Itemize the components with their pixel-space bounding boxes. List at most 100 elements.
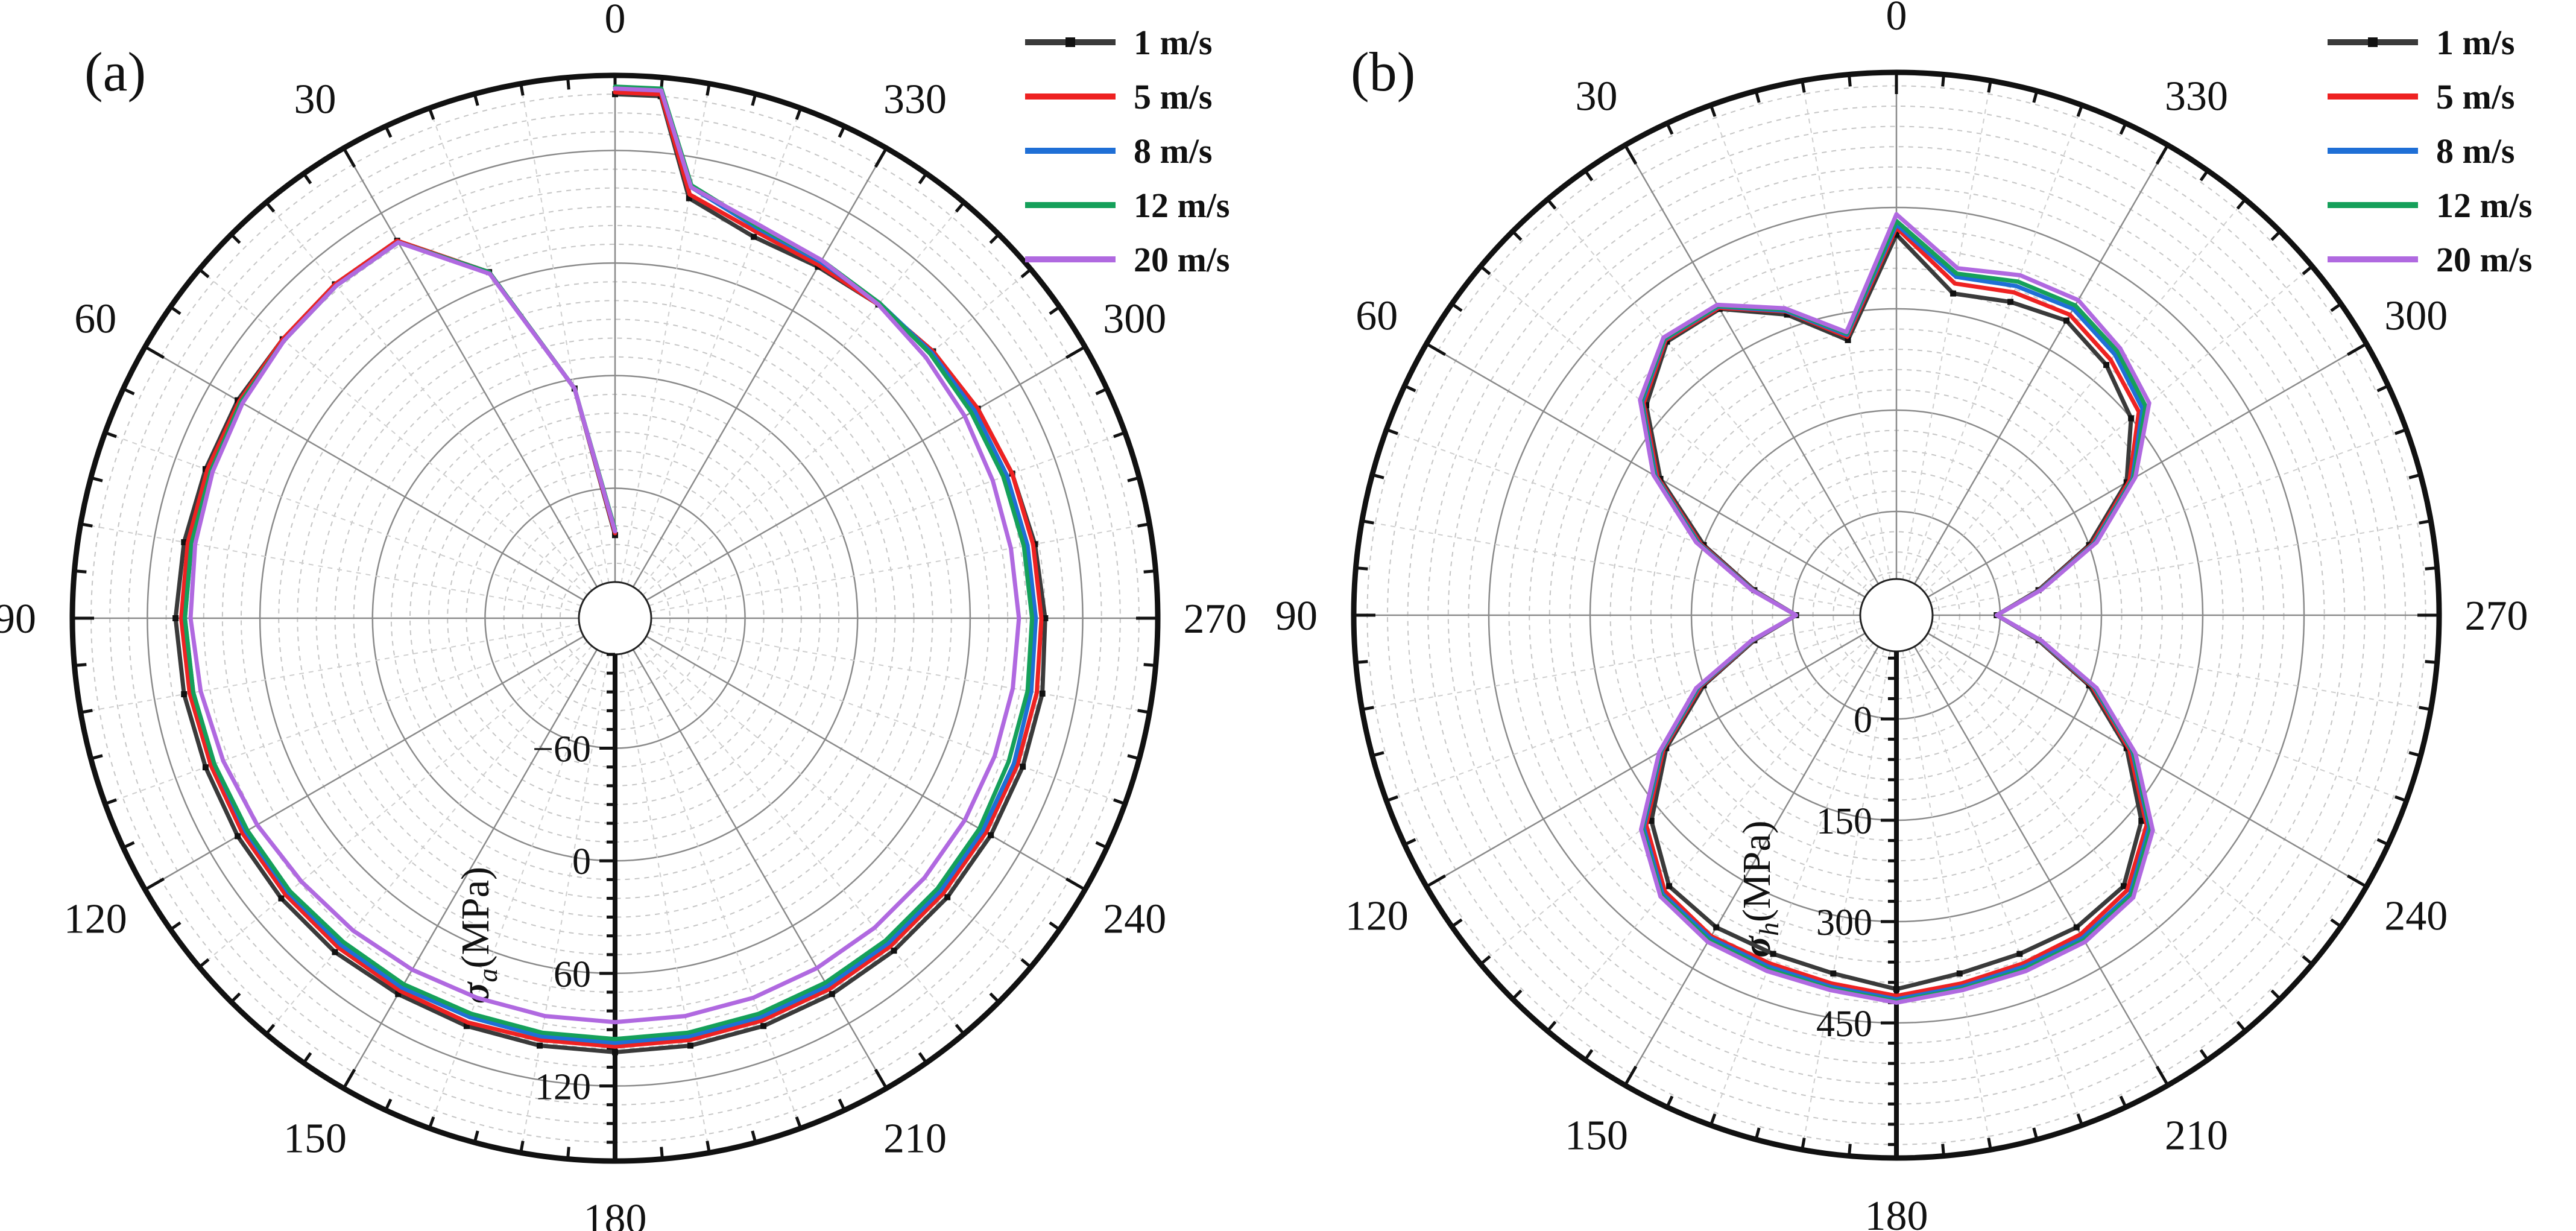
- series-point: [1894, 1000, 1899, 1005]
- angular-tick: [2425, 566, 2437, 571]
- series-point: [1658, 894, 1663, 899]
- angular-tick: [2270, 230, 2282, 241]
- series-point: [185, 540, 190, 545]
- series-point: [2024, 969, 2028, 973]
- grid-major-spoke: [343, 649, 598, 1089]
- panel-b-angle-labels: 0 30 60 90 120 150 180 210 240 270 300 330: [1275, 0, 2528, 1231]
- series-point: [2094, 686, 2099, 691]
- panel-a-angle-labels: 0 30 60 90 120 150 180 210 240 270 300 330: [0, 0, 1247, 1231]
- angular-tick: [144, 345, 165, 359]
- series-point: [332, 949, 338, 955]
- grid-minor-spoke: [1930, 429, 2407, 604]
- grid-major-spoke: [632, 147, 888, 587]
- angular-tick: [198, 958, 210, 969]
- legend-label: 5 m/s: [1134, 77, 1213, 116]
- series-point: [2068, 312, 2072, 317]
- series-point: [396, 240, 400, 245]
- series-point: [538, 1037, 543, 1042]
- series-point: [338, 943, 343, 948]
- series-point: [2079, 932, 2083, 937]
- angular-tick: [2236, 1021, 2247, 1033]
- angular-tick: [1143, 569, 1156, 574]
- panel-a-grid: [69, 72, 1161, 1164]
- series-point: [1954, 271, 1959, 276]
- series-point: [1648, 817, 1655, 824]
- grid-minor-spoke: [265, 201, 593, 591]
- series-point: [210, 469, 215, 474]
- grid-minor-spoke: [637, 645, 965, 1035]
- angle-label: 180: [584, 1196, 647, 1231]
- angular-tick: [230, 992, 241, 1004]
- angle-label: 240: [1103, 896, 1166, 943]
- series-point: [976, 407, 980, 411]
- radial-tick-label: 450: [1816, 1004, 1872, 1045]
- series-point: [1770, 951, 1776, 957]
- series-point: [283, 893, 288, 897]
- angular-tick: [955, 1024, 965, 1036]
- grid-minor-spoke: [1931, 520, 2431, 610]
- angle-label: 210: [883, 1116, 947, 1162]
- angular-tick: [265, 201, 276, 213]
- series-point: [612, 1049, 618, 1055]
- series-point: [1953, 281, 1957, 286]
- series-point: [686, 1030, 690, 1035]
- grid-minor-spoke: [520, 653, 610, 1153]
- series-point: [209, 763, 213, 768]
- series-point: [336, 945, 341, 950]
- series-point: [1010, 471, 1015, 476]
- series-point: [751, 233, 757, 240]
- series-point: [1029, 689, 1034, 694]
- series-point: [397, 989, 402, 993]
- grid-minor-spoke: [1480, 265, 1869, 593]
- series-point: [829, 991, 835, 998]
- series-point: [1006, 759, 1011, 764]
- legend-label: 20 m/s: [1134, 240, 1230, 279]
- grid-minor-spoke: [1362, 520, 1861, 610]
- series-point: [1025, 689, 1030, 694]
- series-point: [2094, 540, 2099, 545]
- angular-tick: [1095, 841, 1108, 849]
- legend-label: 20 m/s: [2436, 240, 2533, 279]
- radial-axis-title: σh(MPa): [1735, 820, 1784, 957]
- series-point: [1031, 542, 1035, 547]
- grid-minor-spoke: [1801, 650, 1891, 1150]
- grid-minor-spoke: [1386, 627, 1863, 802]
- angular-tick: [1987, 1138, 1992, 1150]
- series-point: [613, 1044, 617, 1049]
- angle-label: 30: [294, 76, 336, 122]
- series-point: [891, 948, 897, 954]
- angular-tick: [566, 77, 570, 90]
- series-point: [2115, 349, 2120, 354]
- angular-tick: [230, 233, 241, 244]
- grid-minor-spoke: [1362, 621, 1861, 710]
- series-point: [613, 529, 617, 534]
- angular-tick: [1941, 1144, 1945, 1156]
- grid-minor-spoke: [1710, 104, 1885, 581]
- angular-tick: [2155, 1065, 2170, 1086]
- series-point: [2073, 303, 2078, 308]
- angle-label: 330: [883, 76, 947, 122]
- angular-tick: [342, 147, 356, 168]
- grid-major-spoke: [343, 147, 598, 587]
- series-point: [1845, 337, 1851, 343]
- series-point: [1666, 883, 1673, 890]
- grid-minor-spoke: [1902, 650, 1992, 1150]
- angular-tick: [2270, 989, 2282, 1001]
- series-point: [181, 539, 188, 545]
- grid-minor-spoke: [1931, 621, 2431, 710]
- series-point: [1657, 750, 1662, 755]
- angle-label: 180: [1865, 1193, 1928, 1231]
- angular-tick: [660, 1147, 664, 1159]
- angular-tick: [2119, 1095, 2127, 1108]
- angular-tick: [1451, 302, 1463, 312]
- panel-b-series: [1638, 212, 2155, 1005]
- angular-tick: [1065, 345, 1086, 359]
- grid-minor-spoke: [104, 630, 581, 805]
- angle-label: 150: [283, 1116, 347, 1162]
- grid-minor-spoke: [620, 653, 710, 1153]
- angle-label: 150: [1565, 1113, 1628, 1159]
- series-point: [469, 1011, 473, 1016]
- angular-tick: [428, 1116, 435, 1129]
- series-point: [992, 754, 997, 759]
- series-point: [1782, 306, 1787, 311]
